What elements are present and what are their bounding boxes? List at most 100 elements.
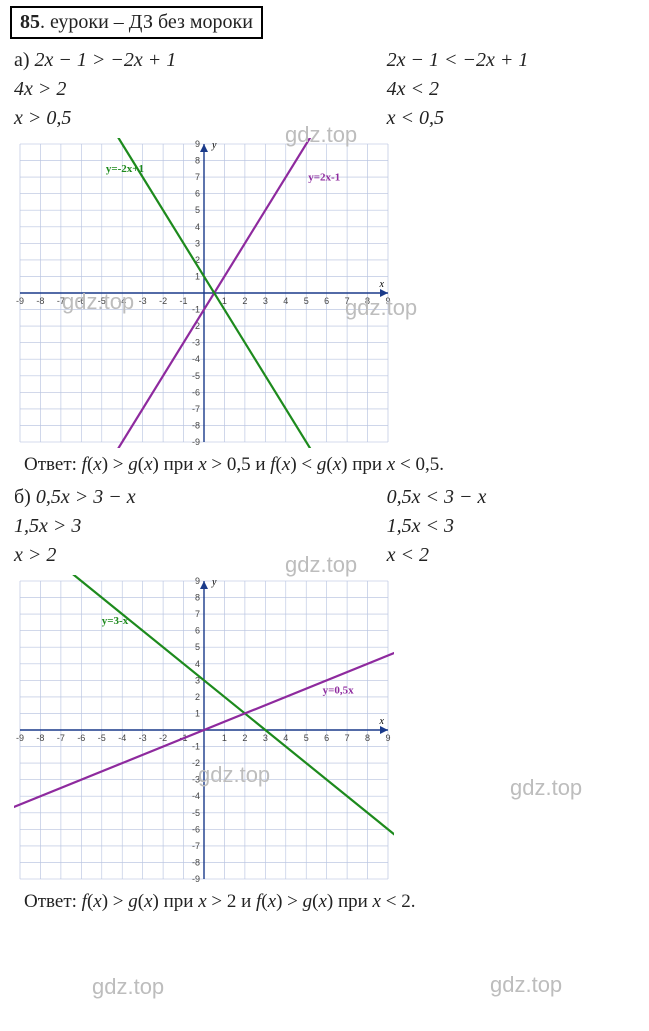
partA-label: а) 2x − 1 > −2x + 1 <box>14 49 176 71</box>
svg-text:-1: -1 <box>192 742 200 752</box>
content: а) 2x − 1 > −2x + 1 2x − 1 < −2x + 1 4x … <box>0 49 649 913</box>
svg-text:-9: -9 <box>16 733 24 743</box>
svg-text:5: 5 <box>195 642 200 652</box>
svg-text:-1: -1 <box>180 296 188 306</box>
partB-row2: 1,5x > 3 1,5x < 3 <box>14 515 635 538</box>
partB-row1: б) 0,5x > 3 − x 0,5x < 3 − x <box>14 486 635 509</box>
svg-text:-8: -8 <box>192 420 200 430</box>
problem-header: 85. еуроки – ДЗ без мороки <box>10 6 263 39</box>
svg-text:-5: -5 <box>192 808 200 818</box>
svg-text:2: 2 <box>242 296 247 306</box>
svg-text:-6: -6 <box>192 387 200 397</box>
svg-text:-4: -4 <box>118 733 126 743</box>
partB-right2: 1,5x < 3 <box>387 515 454 537</box>
svg-text:-7: -7 <box>57 733 65 743</box>
svg-text:4: 4 <box>283 733 288 743</box>
partA-row1: а) 2x − 1 > −2x + 1 2x − 1 < −2x + 1 <box>14 49 635 72</box>
svg-text:y=3-x: y=3-x <box>102 615 129 627</box>
svg-text:3: 3 <box>195 238 200 248</box>
partB-left2: 1,5x > 3 <box>14 515 81 537</box>
svg-text:1: 1 <box>222 296 227 306</box>
svg-text:5: 5 <box>304 296 309 306</box>
svg-text:8: 8 <box>365 296 370 306</box>
partA-row2: 4x > 2 4x < 2 <box>14 78 635 101</box>
svg-text:8: 8 <box>195 593 200 603</box>
svg-text:-6: -6 <box>77 733 85 743</box>
svg-text:-2: -2 <box>192 758 200 768</box>
svg-text:-7: -7 <box>57 296 65 306</box>
svg-text:9: 9 <box>195 139 200 149</box>
svg-text:-7: -7 <box>192 404 200 414</box>
svg-text:9: 9 <box>385 733 390 743</box>
svg-text:3: 3 <box>263 733 268 743</box>
svg-text:x: x <box>379 716 385 727</box>
svg-text:-3: -3 <box>139 733 147 743</box>
svg-text:y=2x-1: y=2x-1 <box>308 171 340 183</box>
svg-text:7: 7 <box>195 172 200 182</box>
answer-b: Ответ: f(x) > g(x) при x > 2 и f(x) > g(… <box>24 891 635 913</box>
chart-b: xy-9-8-7-6-5-4-3-2-1123456789-9-8-7-6-5-… <box>14 575 394 885</box>
svg-text:1: 1 <box>195 708 200 718</box>
svg-text:-8: -8 <box>192 857 200 867</box>
partB-right1: 0,5x < 3 − x <box>387 486 487 508</box>
svg-text:y: y <box>211 140 217 151</box>
partB-left3: x > 2 <box>14 544 56 566</box>
svg-text:-3: -3 <box>192 775 200 785</box>
svg-text:6: 6 <box>324 733 329 743</box>
svg-text:2: 2 <box>242 733 247 743</box>
svg-text:4: 4 <box>283 296 288 306</box>
svg-text:-9: -9 <box>16 296 24 306</box>
svg-text:7: 7 <box>345 296 350 306</box>
svg-text:y=0,5x: y=0,5x <box>323 685 355 697</box>
svg-text:6: 6 <box>195 189 200 199</box>
svg-text:-4: -4 <box>192 791 200 801</box>
partA-right2: 4x < 2 <box>387 78 439 100</box>
svg-text:-2: -2 <box>159 733 167 743</box>
partB-label: б) 0,5x > 3 − x <box>14 486 136 508</box>
svg-text:1: 1 <box>222 733 227 743</box>
svg-text:2: 2 <box>195 692 200 702</box>
svg-text:-3: -3 <box>139 296 147 306</box>
watermark: gdz.top <box>92 974 164 1000</box>
svg-text:-9: -9 <box>192 874 200 884</box>
svg-text:3: 3 <box>263 296 268 306</box>
partA-left2: 4x > 2 <box>14 78 66 100</box>
svg-text:6: 6 <box>324 296 329 306</box>
svg-text:-2: -2 <box>159 296 167 306</box>
svg-text:6: 6 <box>195 626 200 636</box>
svg-text:8: 8 <box>195 156 200 166</box>
svg-text:-8: -8 <box>36 296 44 306</box>
svg-text:9: 9 <box>195 576 200 586</box>
svg-text:-4: -4 <box>192 354 200 364</box>
svg-text:-6: -6 <box>192 824 200 834</box>
partA-row3: x > 0,5 x < 0,5 <box>14 107 635 130</box>
svg-text:7: 7 <box>345 733 350 743</box>
svg-text:-4: -4 <box>118 296 126 306</box>
svg-text:5: 5 <box>195 205 200 215</box>
svg-text:-5: -5 <box>98 296 106 306</box>
partA-right3: x < 0,5 <box>387 107 444 129</box>
svg-text:5: 5 <box>304 733 309 743</box>
answer-a: Ответ: f(x) > g(x) при x > 0,5 и f(x) < … <box>24 454 635 476</box>
svg-text:1: 1 <box>195 271 200 281</box>
svg-text:7: 7 <box>195 609 200 619</box>
header-text: . еуроки – ДЗ без мороки <box>40 11 253 33</box>
partA-left3: x > 0,5 <box>14 107 71 129</box>
svg-text:y=-2x+1: y=-2x+1 <box>106 163 144 175</box>
svg-text:-5: -5 <box>98 733 106 743</box>
svg-text:-7: -7 <box>192 841 200 851</box>
partA-right1: 2x − 1 < −2x + 1 <box>387 49 529 71</box>
svg-text:-9: -9 <box>192 437 200 447</box>
svg-text:x: x <box>379 279 385 290</box>
partB-row3: x > 2 x < 2 <box>14 544 635 567</box>
svg-text:-1: -1 <box>192 305 200 315</box>
svg-text:-8: -8 <box>36 733 44 743</box>
svg-text:8: 8 <box>365 733 370 743</box>
svg-text:-5: -5 <box>192 371 200 381</box>
partB-right3: x < 2 <box>387 544 429 566</box>
svg-text:9: 9 <box>385 296 390 306</box>
problem-number: 85 <box>20 11 40 33</box>
svg-text:4: 4 <box>195 222 200 232</box>
watermark: gdz.top <box>490 972 562 998</box>
chart-a: xy-9-8-7-6-5-4-3-2-1123456789-9-8-7-6-5-… <box>14 138 394 448</box>
